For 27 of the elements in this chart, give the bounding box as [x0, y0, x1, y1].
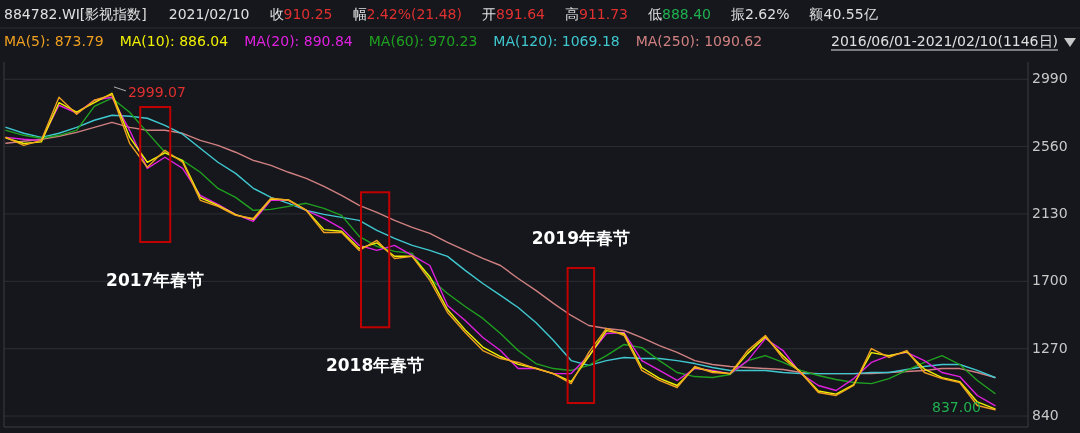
annotation: 2017年春节 [106, 270, 205, 290]
y-tick-label: 1700 [1032, 272, 1068, 289]
y-tick-label: 2990 [1032, 70, 1068, 87]
annotation: 2019年春节 [531, 228, 631, 248]
text: 高911.73 [564, 6, 628, 22]
y-tick-label: 2560 [1032, 137, 1068, 154]
text: 2021/02/10 [168, 6, 250, 22]
y-tick-label: 1270 [1032, 339, 1068, 356]
y-tick-label: 2130 [1032, 204, 1068, 221]
text: 开891.64 [481, 6, 546, 22]
text: MA(250): 1090.62 [635, 33, 763, 49]
text: 低888.40 [647, 6, 711, 22]
annotation: 2018年春节 [325, 355, 425, 376]
y-tick-label: 840 [1032, 407, 1059, 424]
chart-title: 884782.WI[影视指数] [4, 6, 147, 22]
text: MA(10): 886.04 [119, 33, 229, 49]
text: MA(5): 873.79 [4, 33, 104, 49]
annotation: 837.00 [932, 398, 981, 415]
text: MA(60): 970.23 [368, 33, 478, 49]
text: MA(120): 1069.18 [493, 33, 620, 49]
text: 振2.62% [730, 6, 790, 22]
text: MA(20): 890.84 [244, 33, 353, 49]
text: 幅2.42%(21.48) [352, 6, 462, 22]
text: 收910.25 [269, 6, 333, 22]
annotation: 2999.07 [127, 83, 186, 100]
text: 额40.55亿 [809, 6, 878, 22]
chart-subtitle: 2016/06/01-2021/02/10(1146日) [831, 33, 1058, 49]
